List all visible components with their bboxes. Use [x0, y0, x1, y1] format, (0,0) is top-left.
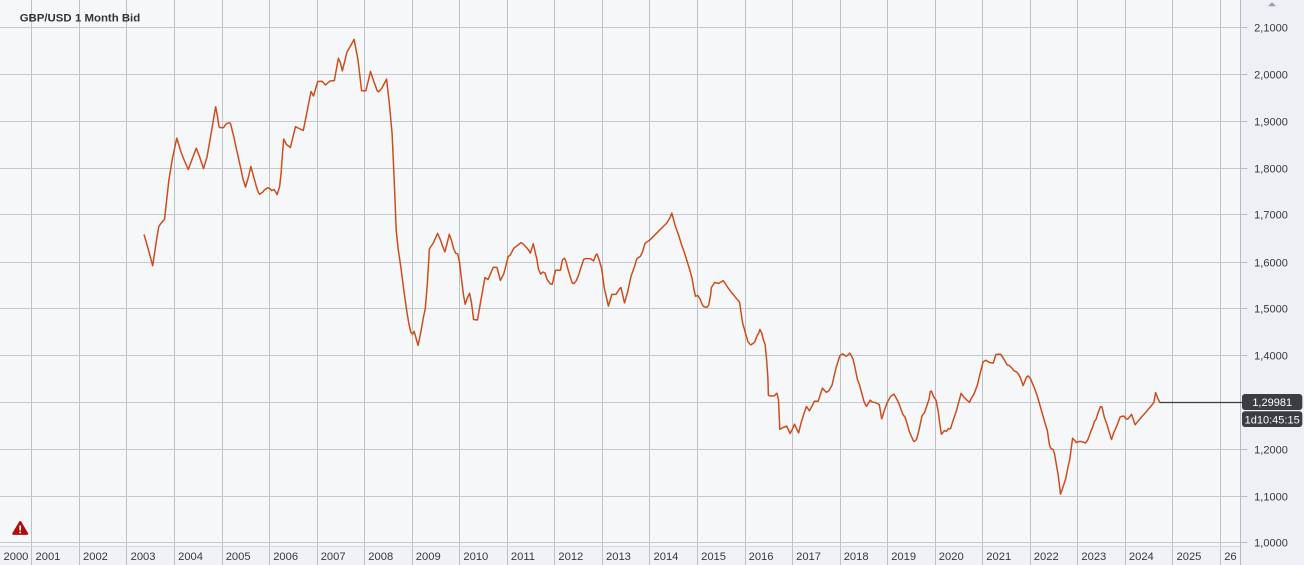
svg-text:2008: 2008 — [368, 551, 393, 563]
svg-text:1,5000: 1,5000 — [1254, 303, 1288, 315]
svg-text:2003: 2003 — [131, 551, 156, 563]
svg-text:2011: 2011 — [511, 551, 535, 563]
svg-text:1,4000: 1,4000 — [1254, 350, 1288, 362]
svg-text:1,29981: 1,29981 — [1252, 397, 1292, 409]
svg-text:2021: 2021 — [986, 551, 1011, 563]
svg-text:1,9000: 1,9000 — [1254, 116, 1288, 128]
svg-text:2017: 2017 — [796, 551, 821, 563]
svg-text:2016: 2016 — [749, 551, 774, 563]
svg-text:1,2000: 1,2000 — [1254, 444, 1288, 456]
svg-text:1,0000: 1,0000 — [1254, 537, 1288, 549]
svg-text:2014: 2014 — [654, 551, 679, 563]
svg-text:2009: 2009 — [416, 551, 441, 563]
svg-text:2007: 2007 — [321, 551, 346, 563]
svg-text:2,1000: 2,1000 — [1254, 22, 1288, 34]
svg-text:2012: 2012 — [558, 551, 583, 563]
svg-text:GBP/USD: GBP/USD — [20, 12, 72, 24]
svg-text:26: 26 — [1224, 551, 1236, 563]
svg-text:1d10:45:15: 1d10:45:15 — [1245, 414, 1300, 426]
svg-text:1,8000: 1,8000 — [1254, 163, 1288, 175]
svg-text:1,1000: 1,1000 — [1254, 491, 1288, 503]
svg-text:2010: 2010 — [463, 551, 488, 563]
svg-text:2020: 2020 — [939, 551, 964, 563]
svg-text:2005: 2005 — [226, 551, 251, 563]
svg-text:2023: 2023 — [1081, 551, 1106, 563]
svg-text:2015: 2015 — [701, 551, 726, 563]
svg-text:2025: 2025 — [1177, 551, 1202, 563]
svg-text:2024: 2024 — [1129, 551, 1154, 563]
svg-text:1 Month Bid: 1 Month Bid — [75, 12, 140, 24]
svg-text:2018: 2018 — [844, 551, 869, 563]
svg-text:2006: 2006 — [273, 551, 298, 563]
svg-text:2019: 2019 — [891, 551, 916, 563]
svg-text:2004: 2004 — [178, 551, 203, 563]
svg-text:2000: 2000 — [4, 551, 29, 563]
svg-text:1,7000: 1,7000 — [1254, 209, 1288, 221]
svg-text:2013: 2013 — [606, 551, 631, 563]
svg-text:1,6000: 1,6000 — [1254, 257, 1288, 269]
svg-text:2,0000: 2,0000 — [1254, 69, 1288, 81]
svg-text:2002: 2002 — [83, 551, 108, 563]
svg-text:2022: 2022 — [1034, 551, 1059, 563]
svg-text:2001: 2001 — [36, 551, 61, 563]
